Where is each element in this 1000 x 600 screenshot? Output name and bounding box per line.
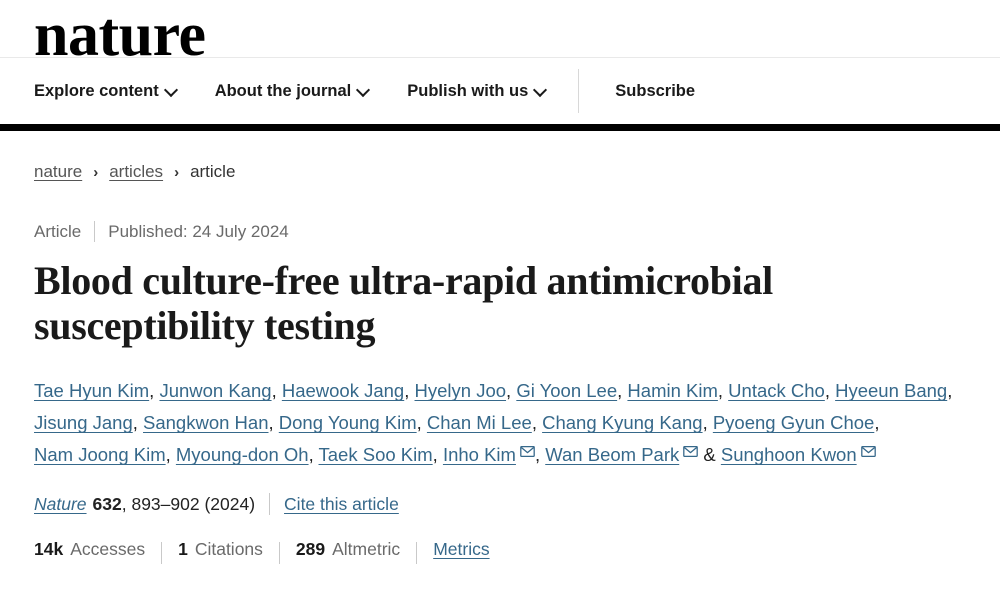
author-separator: , — [506, 380, 517, 402]
author-separator: & — [698, 444, 721, 466]
envelope-icon[interactable] — [683, 446, 699, 458]
author-list: Tae Hyun Kim, Junwon Kang, Haewook Jang,… — [34, 375, 966, 471]
author-link[interactable]: Chan Mi Lee — [426, 412, 532, 434]
author-separator: , — [717, 380, 729, 402]
metrics-divider — [416, 542, 418, 565]
author-link[interactable]: Sunghoon Kwon — [720, 444, 857, 466]
breadcrumb-separator-icon: › — [174, 163, 180, 181]
metrics-bar: 14k Accesses 1 Citations 289 Altmetric M… — [34, 538, 966, 565]
metric-altmetric: 289 Altmetric — [296, 539, 400, 560]
metric-altmetric-label: Altmetric — [332, 538, 401, 559]
cite-this-article-link[interactable]: Cite this article — [284, 493, 399, 514]
author-separator: , — [308, 444, 319, 466]
nav-item-publish-with-us[interactable]: Publish with us — [407, 82, 546, 101]
metrics-divider — [161, 542, 163, 565]
primary-navigation: Explore content About the journal Publis… — [0, 58, 1000, 124]
author-separator: , — [416, 412, 427, 434]
nav-label-publish-with-us: Publish with us — [407, 81, 529, 100]
author-separator: , — [149, 380, 160, 402]
journal-name-link[interactable]: Nature — [34, 493, 87, 514]
page-title: Blood culture-free ultra-rapid antimicro… — [34, 258, 773, 349]
nav-label-subscribe: Subscribe — [615, 81, 696, 100]
author-link[interactable]: Sangkwon Han — [143, 412, 269, 434]
author-separator: , — [531, 412, 543, 434]
author-link[interactable]: Jisung Jang — [34, 412, 133, 434]
author-link[interactable]: Hyeeun Bang — [835, 380, 948, 402]
author-separator: , — [874, 412, 880, 434]
author-link[interactable]: Hamin Kim — [627, 380, 718, 402]
metric-accesses: 14k Accesses — [34, 539, 145, 560]
header-black-rule — [0, 124, 1000, 131]
metric-accesses-label: Accesses — [70, 538, 146, 559]
author-link[interactable]: Hyelyn Joo — [414, 380, 507, 402]
author-separator: , — [534, 444, 546, 466]
author-link[interactable]: Tae Hyun Kim — [34, 380, 150, 402]
author-link[interactable]: Untack Cho — [728, 380, 825, 402]
author-separator: , — [268, 412, 279, 434]
breadcrumb-item-articles[interactable]: articles — [109, 162, 164, 181]
nav-label-explore-content: Explore content — [34, 81, 159, 100]
nav-item-subscribe[interactable]: Subscribe — [615, 82, 695, 101]
author-link[interactable]: Nam Joong Kim — [34, 444, 166, 466]
author-separator: , — [271, 380, 282, 402]
author-link[interactable]: Inho Kim — [442, 444, 516, 466]
metric-citations: 1 Citations — [178, 539, 263, 560]
metric-accesses-value: 14k — [34, 538, 64, 559]
author-separator: , — [404, 380, 415, 402]
breadcrumb-item-article: article — [190, 162, 236, 181]
article-published-date: Published: 24 July 2024 — [108, 221, 289, 241]
nav-item-about-the-journal[interactable]: About the journal — [215, 82, 370, 101]
author-link[interactable]: Gi Yoon Lee — [516, 380, 618, 402]
metrics-link[interactable]: Metrics — [433, 538, 490, 559]
author-separator: , — [617, 380, 628, 402]
meta-divider — [94, 221, 96, 242]
author-separator: , — [132, 412, 144, 434]
author-separator: , — [947, 380, 953, 402]
metric-altmetric-value: 289 — [295, 538, 326, 559]
breadcrumb: nature › articles › article — [34, 162, 966, 182]
author-separator: , — [824, 380, 836, 402]
metric-citations-value: 1 — [178, 538, 188, 559]
site-masthead: nature — [0, 0, 1000, 58]
author-link[interactable]: Junwon Kang — [159, 380, 272, 402]
chevron-down-icon — [535, 84, 546, 95]
author-link[interactable]: Taek Soo Kim — [318, 444, 433, 466]
article-type-label: Article — [34, 221, 82, 241]
citation-line: Nature 632 , 893–902 (2024) Cite this ar… — [34, 493, 966, 516]
nav-item-explore-content[interactable]: Explore content — [34, 82, 177, 101]
metric-citations-label: Citations — [194, 538, 263, 559]
citation-pages-year: , 893–902 (2024) — [121, 493, 256, 514]
breadcrumb-item-nature[interactable]: nature — [34, 162, 83, 181]
nature-logo[interactable]: nature — [34, 0, 206, 58]
author-link[interactable]: Dong Young Kim — [278, 412, 417, 434]
chevron-down-icon — [166, 84, 177, 95]
chevron-down-icon — [358, 84, 369, 95]
author-link[interactable]: Haewook Jang — [281, 380, 405, 402]
author-link[interactable]: Wan Beom Park — [545, 444, 680, 466]
author-link[interactable]: Chang Kyung Kang — [542, 412, 703, 434]
author-separator: , — [165, 444, 176, 466]
article-meta-line: Article Published: 24 July 2024 — [34, 221, 966, 242]
author-separator: , — [702, 412, 713, 434]
citation-divider — [269, 493, 271, 516]
author-link[interactable]: Myoung-don Oh — [175, 444, 309, 466]
envelope-icon[interactable] — [860, 446, 876, 458]
author-separator: , — [432, 444, 443, 466]
nav-label-about-the-journal: About the journal — [214, 81, 352, 100]
envelope-icon[interactable] — [520, 446, 535, 458]
nav-divider — [578, 69, 580, 113]
citation-volume: 632 — [92, 493, 122, 514]
article-header-region: nature › articles › article Article Publ… — [0, 162, 1000, 565]
author-link[interactable]: Pyoeng Gyun Choe — [712, 412, 875, 434]
breadcrumb-separator-icon: › — [93, 163, 99, 181]
metrics-divider — [278, 542, 280, 565]
